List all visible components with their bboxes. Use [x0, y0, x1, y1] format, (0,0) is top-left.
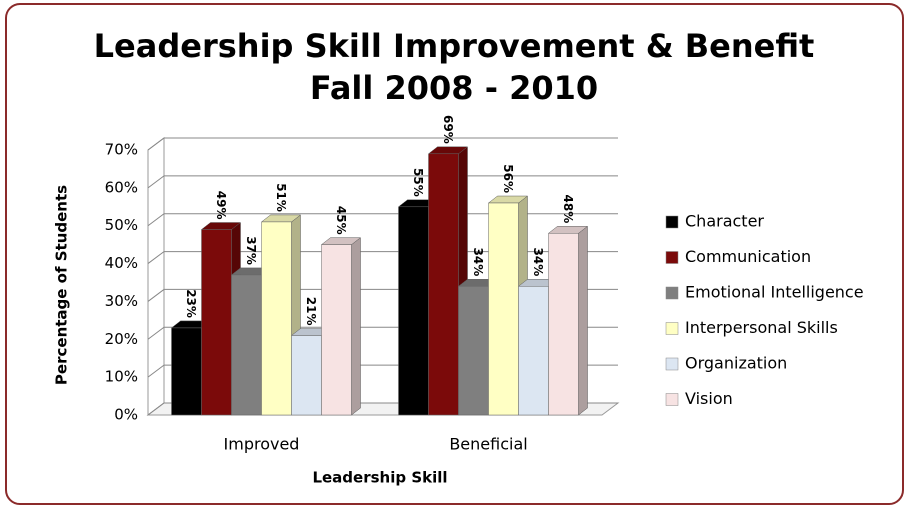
- y-tick-label: 10%: [105, 368, 138, 386]
- data-label: 23%: [184, 289, 198, 318]
- legend-swatch: [665, 393, 679, 406]
- y-tick-label: 0%: [114, 406, 138, 424]
- data-label: 34%: [471, 248, 485, 277]
- legend-swatch: [665, 251, 679, 264]
- y-axis-label: Percentage of Students: [53, 185, 71, 385]
- legend-swatch: [665, 357, 679, 371]
- y-tick-label: 40%: [105, 254, 138, 272]
- data-label: 69%: [441, 115, 455, 144]
- y-tick-label: 70%: [105, 141, 138, 159]
- bar-top-shade: [171, 320, 211, 328]
- bar-top-shade: [321, 237, 361, 245]
- bar: [321, 244, 352, 416]
- chart-subtitle: Fall 2008 - 2010: [310, 69, 598, 107]
- bar: [518, 286, 549, 416]
- bar-top-shade: [231, 267, 271, 275]
- bar: [398, 206, 429, 416]
- bar-top-shade: [291, 328, 331, 336]
- bar: [171, 327, 202, 416]
- bar-side-shade: [578, 226, 588, 415]
- bar-top-shade: [518, 279, 558, 287]
- data-label: 34%: [531, 248, 545, 277]
- bar-top-shade: [261, 214, 301, 222]
- data-label: 37%: [244, 236, 258, 265]
- back-wall: [147, 137, 165, 416]
- bar: [458, 286, 489, 416]
- legend-label: Communication: [685, 247, 811, 266]
- bar-top-shade: [398, 199, 438, 207]
- legend-label: Interpersonal Skills: [685, 318, 838, 337]
- x-tick-label: Beneficial: [449, 435, 527, 454]
- bar-top-shade: [458, 279, 498, 287]
- y-tick-label: 50%: [105, 216, 138, 234]
- x-tick-label: Improved: [224, 435, 300, 454]
- legend-label: Character: [685, 212, 764, 231]
- bar: [231, 274, 262, 416]
- data-label: 45%: [334, 206, 348, 235]
- data-label: 21%: [304, 297, 318, 326]
- grid-line: [147, 137, 618, 151]
- bar: [428, 153, 459, 416]
- bar-top-shade: [428, 146, 468, 154]
- legend-label: Organization: [685, 354, 787, 373]
- y-tick-label: 20%: [105, 330, 138, 348]
- data-label: 51%: [274, 183, 288, 212]
- y-tick-label: 60%: [105, 178, 138, 196]
- bar: [548, 233, 579, 416]
- legend-swatch: [665, 322, 679, 335]
- bar: [291, 335, 322, 416]
- bar: [261, 221, 292, 416]
- data-label: 48%: [561, 195, 575, 224]
- bar-top-shade: [548, 226, 588, 234]
- legend-swatch: [665, 215, 679, 229]
- legend-label: Vision: [685, 389, 733, 408]
- bar-top-shade: [488, 196, 528, 203]
- bar-side-shade: [351, 237, 361, 415]
- legend-swatch: [665, 286, 679, 300]
- legend-label: Emotional Intelligence: [685, 283, 864, 302]
- x-axis-label: Leadership Skill: [312, 469, 447, 487]
- y-tick-label: 30%: [105, 292, 138, 310]
- bar: [201, 229, 232, 416]
- data-label: 49%: [214, 191, 228, 220]
- bar-top-shade: [201, 222, 241, 230]
- chart-title: Leadership Skill Improvement & Benefit: [94, 27, 815, 65]
- data-label: 55%: [411, 168, 425, 197]
- data-label: 56%: [501, 164, 515, 193]
- bar: [488, 202, 519, 416]
